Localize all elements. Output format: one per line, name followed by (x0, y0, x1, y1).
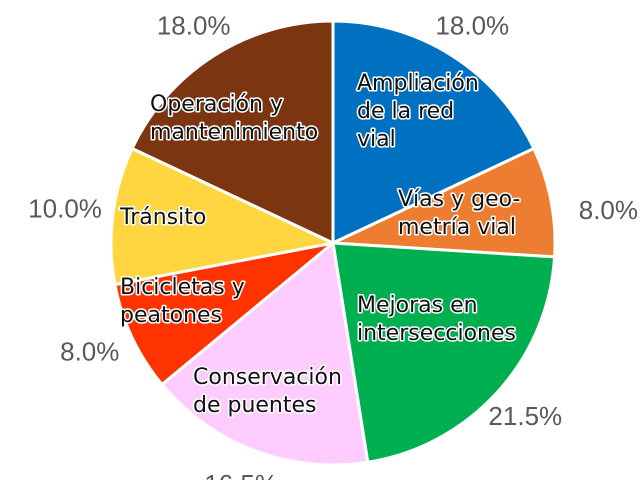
slice-label-line: Mejoras en (357, 293, 478, 318)
value-label: 18.0% (157, 10, 231, 40)
slice-label-line: peatones (120, 303, 222, 328)
value-label: 21.5% (488, 401, 562, 431)
slice-label-line: vial (357, 127, 396, 152)
slice-label-line: de la red (357, 99, 454, 124)
slice-label-line: Tránsito (119, 205, 206, 230)
slice-label-line: Operación y (150, 92, 283, 117)
slice-label-line: intersecciones (357, 321, 516, 346)
slice-label-line: de puentes (193, 393, 317, 418)
value-label: 10.0% (28, 193, 102, 223)
value-label: 8.0% (579, 195, 638, 225)
slice-label: Operación y mantenimiento (150, 92, 318, 145)
pie-slice (113, 241, 334, 387)
pie-slice (130, 19, 335, 246)
slice-label-line: metría vial (398, 215, 516, 240)
slice-label: Ampliación de la red vial (357, 71, 479, 152)
slice-label: Conservación de puentes (193, 365, 342, 418)
pie-slice (159, 240, 370, 467)
slice-label-line: Conservación (193, 365, 342, 390)
value-label: 8.0% (60, 337, 119, 367)
value-label: 18.0% (435, 10, 509, 40)
pie-slice (331, 241, 557, 464)
pie-slice (332, 146, 557, 259)
slice-label-line: Vías y geo- (398, 187, 520, 212)
slice-label-line: mantenimiento (150, 120, 318, 145)
slice-label: Bicicletas y peatones (120, 275, 245, 328)
slice-label: Mejoras en intersecciones (357, 293, 516, 346)
pie-slice (109, 146, 338, 287)
slice-label: Tránsito (119, 205, 206, 230)
value-label: 16.5% (204, 469, 278, 480)
slice-label-line: Bicicletas y (120, 275, 245, 300)
pie-slice (331, 19, 536, 246)
slice-label-line: Ampliación (357, 71, 479, 96)
slice-label: Vías y geo-metría vial (398, 187, 520, 240)
